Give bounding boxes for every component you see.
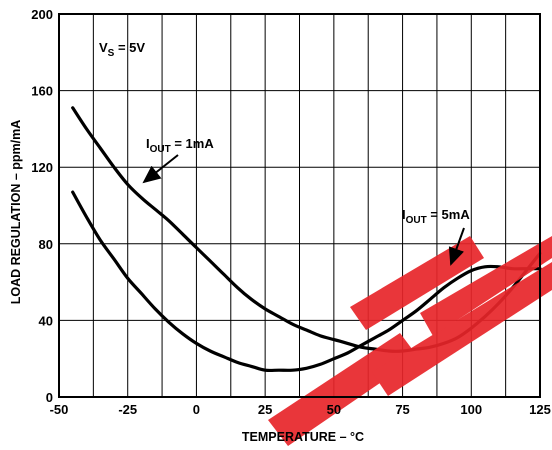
x-axis-label: TEMPERATURE – °C <box>242 430 364 444</box>
y-tick-label: 120 <box>31 160 53 175</box>
x-tick-label: -50 <box>50 402 69 417</box>
annotation-iout-5ma-text: IOUT = 5mA <box>402 207 470 226</box>
arrow-1ma <box>142 154 179 184</box>
annotation-vs: VS = 5V <box>99 40 145 59</box>
series-line-iout-5ma <box>71 190 542 373</box>
y-tick-label: 0 <box>46 390 53 405</box>
x-tick-label: 0 <box>193 402 200 417</box>
watermark <box>268 236 552 446</box>
annotation-iout-1ma-text: IOUT = 1mA <box>146 136 214 155</box>
annotation-iout-1ma: IOUT = 1mA <box>142 136 214 184</box>
x-tick-label: 100 <box>460 402 482 417</box>
x-tick-label: 75 <box>395 402 409 417</box>
y-tick-label: 40 <box>39 313 53 328</box>
y-tick-label: 160 <box>31 84 53 99</box>
annotation-vs-text: VS = 5V <box>99 40 145 59</box>
annotation-iout-5ma: IOUT = 5mA <box>402 207 470 266</box>
plot-frame <box>58 13 541 398</box>
x-tick-label: -25 <box>118 402 137 417</box>
x-tick-label: 50 <box>327 402 341 417</box>
x-tick-label: 125 <box>529 402 551 417</box>
y-tick-label: 80 <box>39 237 53 252</box>
y-axis-label: LOAD REGULATION – ppm/mA <box>9 120 23 305</box>
y-tick-label: 200 <box>31 7 53 22</box>
arrow-5ma <box>448 227 465 266</box>
axes: -50 -25 0 25 50 75 100 125 0 40 80 120 160 200 <box>31 7 551 417</box>
x-tick-label: 25 <box>258 402 272 417</box>
